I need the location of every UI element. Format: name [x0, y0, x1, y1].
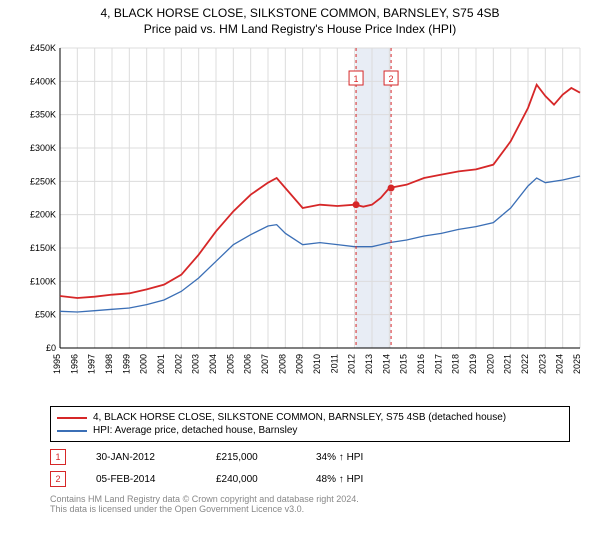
svg-text:£350K: £350K: [30, 110, 56, 120]
svg-text:2014: 2014: [381, 354, 391, 374]
svg-text:2016: 2016: [416, 354, 426, 374]
sale-pct: 34% ↑ HPI: [316, 452, 396, 463]
svg-text:2005: 2005: [225, 354, 235, 374]
title-address: 4, BLACK HORSE CLOSE, SILKSTONE COMMON, …: [0, 6, 600, 20]
footer-line-1: Contains HM Land Registry data © Crown c…: [50, 494, 570, 504]
sale-date: 05-FEB-2014: [96, 474, 186, 485]
sale-price: £215,000: [216, 452, 286, 463]
sale-row: 2 05-FEB-2014 £240,000 48% ↑ HPI: [50, 468, 570, 490]
svg-text:2013: 2013: [364, 354, 374, 374]
svg-text:2019: 2019: [468, 354, 478, 374]
svg-text:£150K: £150K: [30, 243, 56, 253]
svg-text:1998: 1998: [104, 354, 114, 374]
svg-text:£100K: £100K: [30, 276, 56, 286]
legend-swatch: [57, 417, 87, 419]
sale-marker: 2: [50, 471, 66, 487]
svg-text:£200K: £200K: [30, 210, 56, 220]
svg-text:2023: 2023: [537, 354, 547, 374]
svg-text:£450K: £450K: [30, 43, 56, 53]
svg-text:2022: 2022: [520, 354, 530, 374]
svg-text:£0: £0: [46, 343, 56, 353]
svg-text:2004: 2004: [208, 354, 218, 374]
svg-text:2010: 2010: [312, 354, 322, 374]
svg-text:1995: 1995: [52, 354, 62, 374]
sale-row: 1 30-JAN-2012 £215,000 34% ↑ HPI: [50, 446, 570, 468]
svg-text:2011: 2011: [329, 354, 339, 373]
svg-text:2001: 2001: [156, 354, 166, 374]
title-block: 4, BLACK HORSE CLOSE, SILKSTONE COMMON, …: [0, 0, 600, 38]
svg-text:1999: 1999: [121, 354, 131, 374]
svg-text:1: 1: [354, 74, 359, 84]
svg-text:2015: 2015: [399, 354, 409, 374]
sale-marker: 1: [50, 449, 66, 465]
svg-text:1997: 1997: [87, 354, 97, 374]
legend-item: HPI: Average price, detached house, Barn…: [57, 424, 563, 437]
svg-text:£250K: £250K: [30, 176, 56, 186]
svg-text:2003: 2003: [191, 354, 201, 374]
svg-text:2017: 2017: [433, 354, 443, 374]
footer-line-2: This data is licensed under the Open Gov…: [50, 504, 570, 514]
sale-price: £240,000: [216, 474, 286, 485]
svg-text:2021: 2021: [503, 354, 513, 374]
footer-attribution: Contains HM Land Registry data © Crown c…: [50, 494, 570, 514]
svg-text:2007: 2007: [260, 354, 270, 374]
title-subtitle: Price paid vs. HM Land Registry's House …: [0, 22, 600, 36]
legend-item: 4, BLACK HORSE CLOSE, SILKSTONE COMMON, …: [57, 411, 563, 424]
legend: 4, BLACK HORSE CLOSE, SILKSTONE COMMON, …: [50, 406, 570, 442]
chart-area: £0 £50K £100K £150K £200K £250K £300K £350K £400…: [10, 38, 590, 398]
legend-label: HPI: Average price, detached house, Barn…: [93, 425, 297, 436]
svg-text:£400K: £400K: [30, 76, 56, 86]
svg-text:2008: 2008: [277, 354, 287, 374]
svg-text:2: 2: [389, 74, 394, 84]
sales-table: 1 30-JAN-2012 £215,000 34% ↑ HPI 2 05-FEB-201…: [50, 446, 570, 490]
svg-text:2020: 2020: [485, 354, 495, 374]
svg-text:2000: 2000: [139, 354, 149, 374]
sale-date: 30-JAN-2012: [96, 452, 186, 463]
svg-text:£50K: £50K: [35, 310, 56, 320]
svg-text:2024: 2024: [555, 354, 565, 374]
svg-text:2002: 2002: [173, 354, 183, 374]
svg-text:2018: 2018: [451, 354, 461, 374]
legend-label: 4, BLACK HORSE CLOSE, SILKSTONE COMMON, …: [93, 412, 506, 423]
svg-text:2012: 2012: [347, 354, 357, 374]
legend-swatch: [57, 430, 87, 432]
svg-text:2025: 2025: [572, 354, 582, 374]
svg-text:£300K: £300K: [30, 143, 56, 153]
svg-text:1996: 1996: [69, 354, 79, 374]
line-chart-svg: £0 £50K £100K £150K £200K £250K £300K £350K £400…: [10, 38, 590, 398]
svg-text:2006: 2006: [243, 354, 253, 374]
svg-text:2009: 2009: [295, 354, 305, 374]
sale-pct: 48% ↑ HPI: [316, 474, 396, 485]
